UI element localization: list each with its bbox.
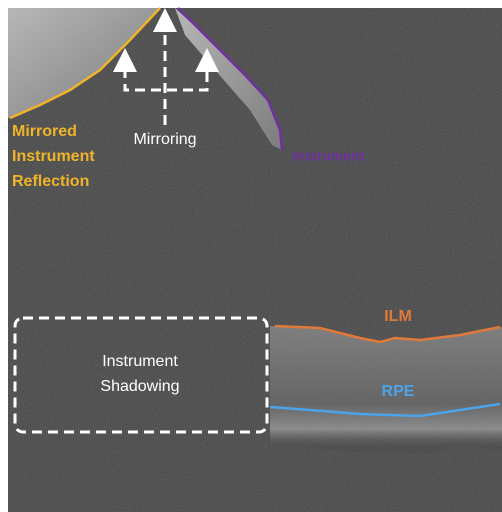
label: Mirrored [12,123,77,140]
label: Reflection [12,173,89,190]
label: Instrument [102,353,178,370]
label: Mirroring [133,131,196,148]
label: Shadowing [100,378,179,395]
label: Instrument [12,148,95,165]
label: Instrument [292,148,365,164]
label: ILM [384,308,412,325]
label: RPE [382,383,415,400]
oct-figure: Mirrored Instrument Reflection Mirroring… [0,0,502,512]
